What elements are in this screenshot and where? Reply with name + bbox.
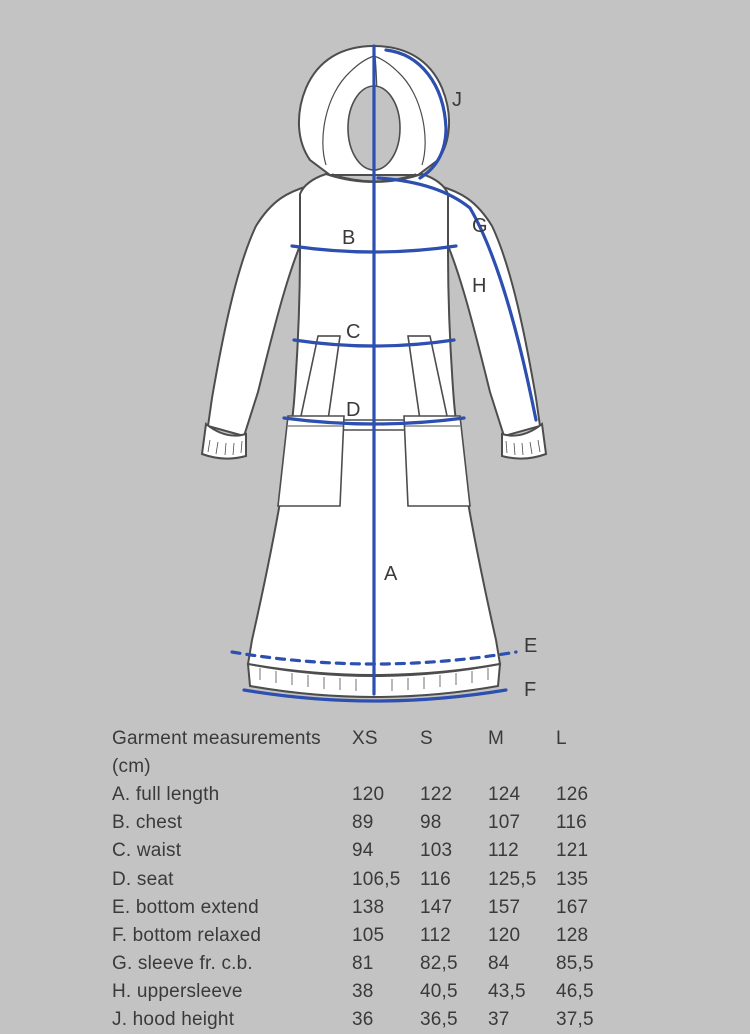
table-row: B. chest 89 98 107 116 [112,809,652,837]
row-label: H. uppersleeve [112,978,352,1006]
row-label: C. waist [112,837,352,865]
table-row: G. sleeve fr. c.b. 81 82,5 84 85,5 [112,950,652,978]
left-patch-pocket [278,416,344,506]
table-row: E. bottom extend 138 147 157 167 [112,894,652,922]
letter-c: C [346,321,360,343]
col-l: L [556,725,624,781]
table-row: J. hood height 36 36,5 37 37,5 [112,1006,652,1034]
row-label: A. full length [112,781,352,809]
col-xs: XS [352,725,420,781]
letter-f: F [524,679,536,701]
table-row: C. waist 94 103 112 121 [112,837,652,865]
table-row: D. seat 106,5 116 125,5 135 [112,866,652,894]
letter-g: G [472,215,488,237]
measurements-table: Garment measurements (cm) XS S M L A. fu… [112,725,652,1034]
letter-b: B [342,227,355,249]
table-row: F. bottom relaxed 105 112 120 128 [112,922,652,950]
row-label: G. sleeve fr. c.b. [112,950,352,978]
row-label: F. bottom relaxed [112,922,352,950]
letter-d: D [346,399,360,421]
garment-diagram: J G B H C D A E F [0,0,750,720]
letter-e: E [524,635,537,657]
col-s: S [420,725,488,781]
row-label: B. chest [112,809,352,837]
table-header: Garment measurements (cm) XS S M L [112,725,652,781]
table-title: Garment measurements (cm) [112,725,352,781]
table-row: A. full length 120 122 124 126 [112,781,652,809]
letter-a: A [384,563,398,585]
table-row: H. uppersleeve 38 40,5 43,5 46,5 [112,978,652,1006]
letter-h: H [472,275,486,297]
letter-j: J [452,89,462,111]
row-label: D. seat [112,866,352,894]
row-label: J. hood height [112,1006,352,1034]
right-patch-pocket [404,416,470,506]
row-label: E. bottom extend [112,894,352,922]
col-m: M [488,725,556,781]
